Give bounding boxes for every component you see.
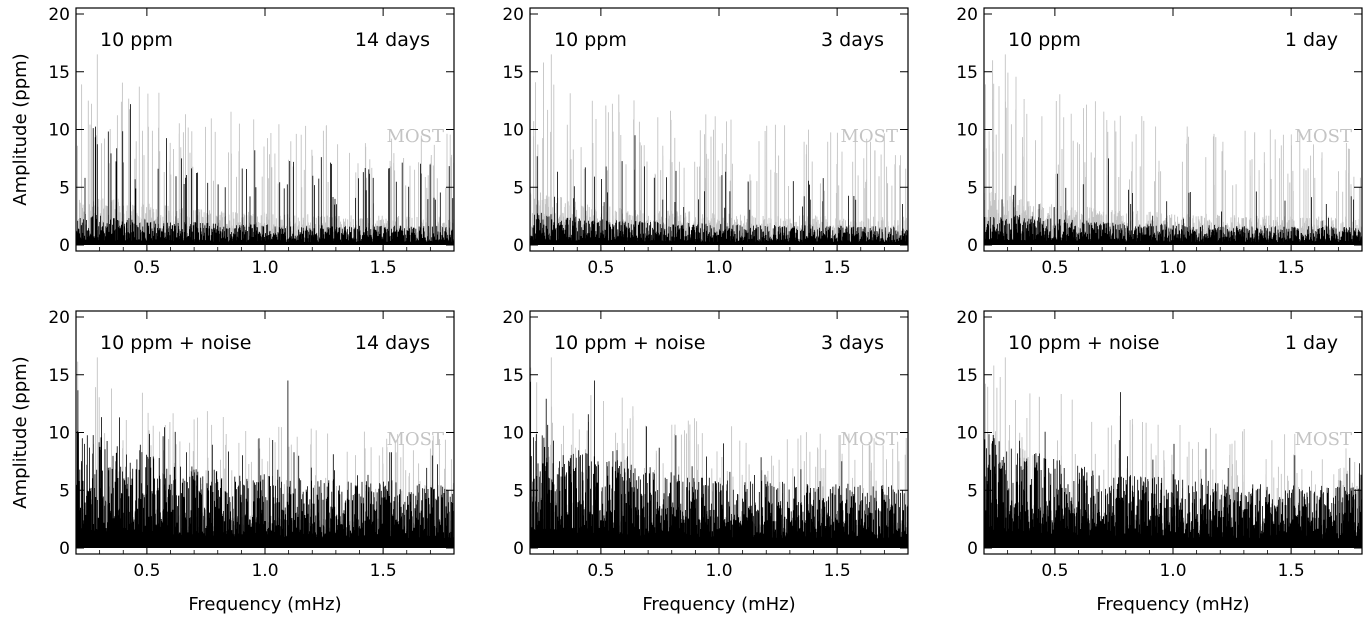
y-tick-label: 20 xyxy=(956,5,978,25)
panel-0-1: 0.5 1.0 1.5 0 5 10 15 20 10 ppm 3 days MOST xyxy=(502,5,909,278)
y-tick-label: 20 xyxy=(48,5,70,25)
y-tick-label: 20 xyxy=(502,308,524,328)
simulated-trace xyxy=(530,380,908,548)
panel-1-0: 0.5 1.0 1.5 0 5 10 15 20 10 ppm + noise 14 days MO… xyxy=(10,308,455,615)
most-label: MOST xyxy=(386,429,444,450)
panel-left-label: 10 ppm + noise xyxy=(554,332,705,354)
x-tick-label: 0.5 xyxy=(1041,258,1068,278)
x-tick-label: 1.5 xyxy=(1278,561,1305,581)
x-tick-label: 1.0 xyxy=(251,258,278,278)
x-tick-label: 1.0 xyxy=(251,561,278,581)
y-tick-label: 15 xyxy=(48,366,70,386)
x-tick-label: 1.5 xyxy=(824,258,851,278)
panel-left-label: 10 ppm + noise xyxy=(100,332,251,354)
panel-right-label: 3 days xyxy=(821,29,884,51)
y-tick-label: 0 xyxy=(513,236,524,256)
panel-left-label: 10 ppm xyxy=(1008,29,1081,51)
y-tick-label: 10 xyxy=(956,121,978,141)
y-tick-label: 10 xyxy=(502,424,524,444)
simulated-trace xyxy=(530,135,908,245)
most-reference-trace xyxy=(984,54,1362,245)
panel-left-label: 10 ppm + noise xyxy=(1008,332,1159,354)
y-tick-label: 5 xyxy=(59,481,70,501)
x-tick-label: 1.0 xyxy=(705,561,732,581)
most-label: MOST xyxy=(840,429,898,450)
panel-right-label: 1 day xyxy=(1285,332,1338,354)
x-axis-label: Frequency (mHz) xyxy=(642,594,795,615)
y-tick-label: 15 xyxy=(48,63,70,83)
x-tick-label: 1.0 xyxy=(1159,561,1186,581)
x-tick-label: 0.5 xyxy=(587,258,614,278)
panel-0-0: 0.5 1.0 1.5 0 5 10 15 20 10 ppm 14 days MOST Amplit… xyxy=(10,5,455,278)
simulated-trace xyxy=(984,158,1362,245)
y-tick-label: 10 xyxy=(48,121,70,141)
x-tick-label: 1.0 xyxy=(1159,258,1186,278)
simulated-trace xyxy=(984,392,1362,548)
most-reference-trace xyxy=(76,54,454,245)
x-axis-label: Frequency (mHz) xyxy=(188,594,341,615)
panel-1-1: 0.5 1.0 1.5 0 5 10 15 20 10 ppm + noise 3 days MOS… xyxy=(502,308,909,615)
y-tick-label: 5 xyxy=(967,481,978,501)
x-tick-label: 0.5 xyxy=(1041,561,1068,581)
y-tick-label: 15 xyxy=(502,366,524,386)
simulated-trace xyxy=(76,104,454,245)
most-label: MOST xyxy=(386,126,444,147)
y-tick-label: 0 xyxy=(513,539,524,559)
y-tick-label: 5 xyxy=(967,178,978,198)
y-axis-label: Amplitude (ppm) xyxy=(10,53,31,205)
x-tick-label: 1.5 xyxy=(824,561,851,581)
y-tick-label: 15 xyxy=(956,366,978,386)
most-label: MOST xyxy=(1294,429,1352,450)
x-tick-label: 0.5 xyxy=(133,561,160,581)
panel-left-label: 10 ppm xyxy=(100,29,173,51)
panel-right-label: 3 days xyxy=(821,332,884,354)
most-label: MOST xyxy=(840,126,898,147)
x-tick-label: 1.5 xyxy=(370,561,397,581)
panel-right-label: 14 days xyxy=(355,29,430,51)
y-tick-label: 10 xyxy=(48,424,70,444)
x-tick-label: 1.5 xyxy=(370,258,397,278)
y-tick-label: 5 xyxy=(59,178,70,198)
panel-right-label: 1 day xyxy=(1285,29,1338,51)
y-tick-label: 10 xyxy=(502,121,524,141)
x-tick-label: 0.5 xyxy=(587,561,614,581)
y-tick-label: 5 xyxy=(513,481,524,501)
most-reference-trace xyxy=(530,54,908,245)
simulated-trace xyxy=(76,380,454,548)
panel-1-2: 0.5 1.0 1.5 0 5 10 15 20 10 ppm + noise 1 day MOST… xyxy=(956,308,1363,615)
x-axis-label: Frequency (mHz) xyxy=(1096,594,1249,615)
y-tick-label: 20 xyxy=(956,308,978,328)
y-tick-label: 10 xyxy=(956,424,978,444)
y-tick-label: 15 xyxy=(956,63,978,83)
x-tick-label: 1.0 xyxy=(705,258,732,278)
y-tick-label: 0 xyxy=(967,539,978,559)
x-tick-label: 1.5 xyxy=(1278,258,1305,278)
y-axis-label: Amplitude (ppm) xyxy=(10,356,31,508)
panel-left-label: 10 ppm xyxy=(554,29,627,51)
panel-right-label: 14 days xyxy=(355,332,430,354)
panel-0-2: 0.5 1.0 1.5 0 5 10 15 20 10 ppm 1 day MOST xyxy=(956,5,1363,278)
y-tick-label: 15 xyxy=(502,63,524,83)
y-tick-label: 0 xyxy=(59,236,70,256)
y-tick-label: 0 xyxy=(967,236,978,256)
y-tick-label: 0 xyxy=(59,539,70,559)
x-tick-label: 0.5 xyxy=(133,258,160,278)
y-tick-label: 20 xyxy=(48,308,70,328)
y-tick-label: 5 xyxy=(513,178,524,198)
most-label: MOST xyxy=(1294,126,1352,147)
y-tick-label: 20 xyxy=(502,5,524,25)
